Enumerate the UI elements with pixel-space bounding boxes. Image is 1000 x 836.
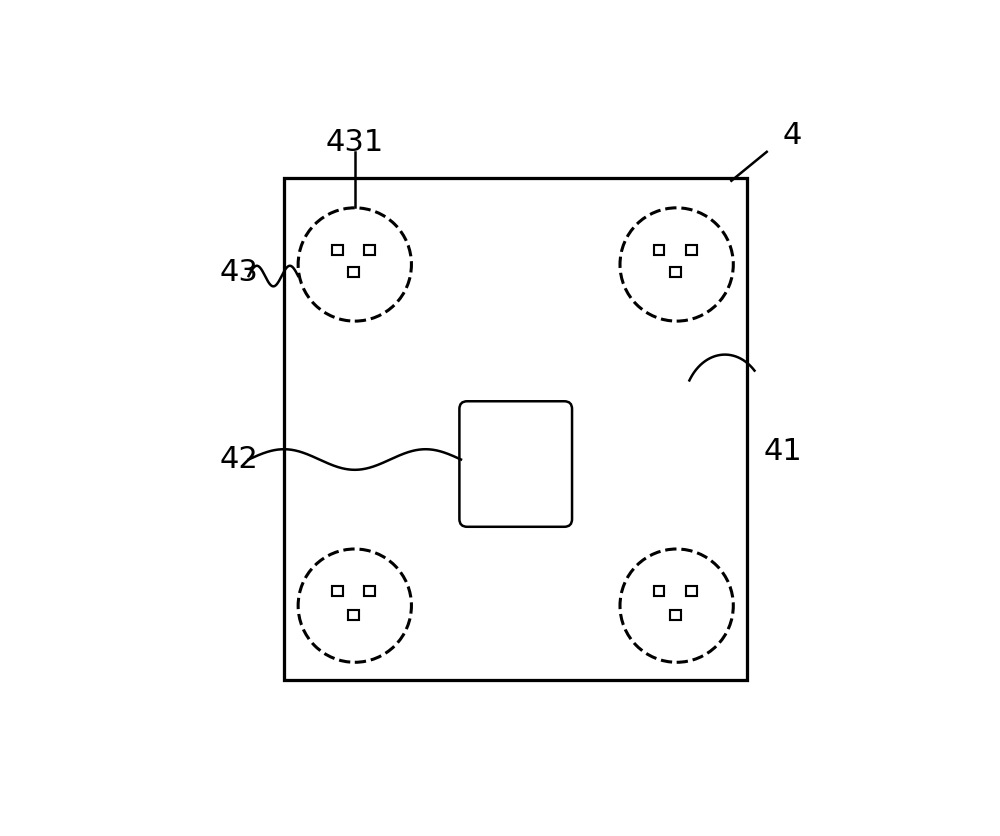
Bar bbox=[348, 267, 359, 278]
Bar bbox=[364, 586, 375, 596]
Bar bbox=[332, 586, 343, 596]
Bar bbox=[670, 610, 681, 620]
Bar bbox=[654, 586, 664, 596]
Text: 43: 43 bbox=[220, 258, 258, 288]
Text: 431: 431 bbox=[326, 128, 384, 156]
Bar bbox=[670, 267, 681, 278]
Bar bbox=[348, 610, 359, 620]
Bar bbox=[364, 244, 375, 255]
Text: 4: 4 bbox=[783, 121, 802, 150]
Bar bbox=[332, 244, 343, 255]
Text: 41: 41 bbox=[763, 436, 802, 466]
Bar bbox=[686, 586, 697, 596]
Bar bbox=[686, 244, 697, 255]
Bar bbox=[654, 244, 664, 255]
Text: 42: 42 bbox=[220, 445, 258, 474]
